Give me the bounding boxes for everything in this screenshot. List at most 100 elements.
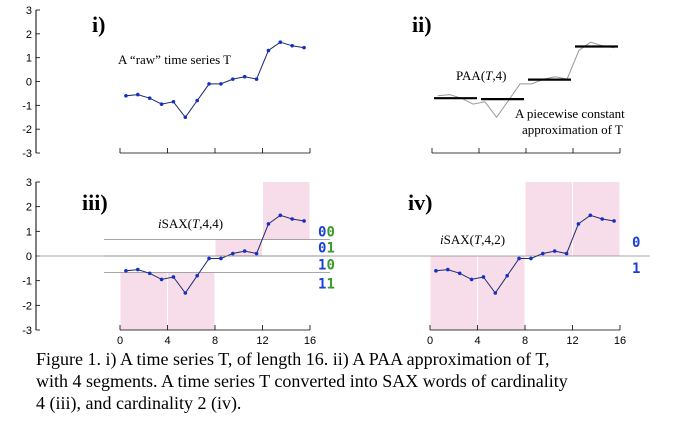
isax-4-4-data-point <box>290 217 294 221</box>
isax-4-2-data-point <box>481 275 486 279</box>
raw-data-point <box>266 48 271 53</box>
isax-4-2-data-point <box>457 271 462 276</box>
raw-data-point <box>278 40 283 44</box>
raw-series-line <box>125 41 305 119</box>
panel-i-y-tick-label: -1 <box>22 100 32 112</box>
panel-iii-y-tick-label: 3 <box>26 177 32 189</box>
raw-data-point <box>136 92 140 97</box>
isax-4-2-data-point <box>600 217 604 221</box>
panel-iv-x-tick-label: 8 <box>522 335 528 347</box>
isax-4-4-shaded-region <box>263 182 310 240</box>
panel-iv-x-tick-label: 0 <box>427 335 433 347</box>
raw-data-point <box>242 74 247 79</box>
caption-line-2: with 4 segments. A time series T convert… <box>36 371 568 391</box>
panel-ii: ii) PAA(T,4) A piecewise constant approx… <box>412 12 625 154</box>
isax-4-2-data-point <box>493 291 498 295</box>
isax-4-2-data-point <box>588 213 593 218</box>
panel-iv: iv) iSAX(T,4,2) 01 0 4 8 12 16 <box>37 182 650 347</box>
panel-iv-x-tick-label: 12 <box>566 335 578 347</box>
isax-4-4-data-point <box>242 249 247 253</box>
panel-iii-y-tick-label: -2 <box>22 300 32 312</box>
panel-iii-y-tick-label: 0 <box>26 251 32 263</box>
caption-line-1: Figure 1. i) A time series T, of length … <box>36 349 550 369</box>
isax-4-2-data-point <box>529 256 533 261</box>
panel-i-y-tick-label: 1 <box>26 53 32 65</box>
panel-iii-x-tick-label: 12 <box>256 335 268 347</box>
isax-4-2-data-point <box>469 277 474 282</box>
isax-4-2-series-line <box>435 214 615 294</box>
raw-data-point <box>302 45 306 50</box>
isax-4-2-data-point <box>576 222 581 226</box>
isax-4-4-shaded-region <box>120 272 167 330</box>
panel-i-y-tick-label: -2 <box>22 124 32 136</box>
isax-4-4-data-point <box>171 275 176 279</box>
raw-data-point <box>124 94 128 98</box>
figure-caption: Figure 1. i) A time series T, of length … <box>36 348 686 414</box>
isax-4-2-data-point <box>446 267 450 272</box>
isax-4-4-data-point <box>124 269 128 273</box>
raw-series-annotation: A “raw” time series T <box>118 52 231 67</box>
panel-iii-y-tick-label: -1 <box>22 276 32 288</box>
isax-4-4-data-point <box>147 271 152 276</box>
raw-data-point <box>219 82 223 86</box>
isax-code-4-4: 01 <box>318 241 335 257</box>
raw-data-point <box>147 96 152 100</box>
raw-data-point <box>159 102 164 106</box>
isax-4-4-data-point <box>195 273 199 278</box>
panel-i-y-tick-label: 2 <box>26 29 32 41</box>
panel-iv-x-tick-label: 16 <box>614 335 626 347</box>
isax-4-4-data-point <box>207 256 211 261</box>
panel-iii-y-tick-label: 2 <box>26 202 32 214</box>
panel-ii-label: ii) <box>412 12 432 37</box>
isax-4-2-shaded-region <box>478 256 525 330</box>
panel-iii-label: iii) <box>82 190 108 215</box>
panel-i-label: i) <box>92 12 105 37</box>
isax-4-4-data-point <box>219 256 223 261</box>
paa-note-line2: approximation of T <box>522 122 623 137</box>
paa-note-line1: A piecewise constant <box>515 106 625 121</box>
isax-4-4-data-point <box>254 251 259 256</box>
isax-4-4-data-point <box>266 222 271 226</box>
isax-4-2-data-point <box>541 251 545 256</box>
raw-data-point <box>171 99 176 104</box>
isax-4-2-annotation: iSAX(T,4,2) <box>440 232 505 247</box>
panel-iv-x-tick-label: 4 <box>474 335 480 347</box>
caption-line-3: 4 (iii), and cardinality 2 (iv). <box>36 393 242 413</box>
panel-i-y-tick-label: 3 <box>26 5 32 17</box>
isax-code-4-4: 10 <box>318 257 335 273</box>
isax-code-4-2: 0 <box>632 235 640 251</box>
isax-4-4-annotation: iSAX(T,4,4) <box>158 216 223 231</box>
isax-4-2-data-point <box>612 219 616 223</box>
isax-4-2-shaded-region <box>430 256 477 330</box>
isax-4-4-data-point <box>159 277 164 282</box>
panel-iii-x-tick-label: 0 <box>117 335 123 347</box>
isax-4-2-shaded-region <box>525 182 572 256</box>
isax-code-4-4: 11 <box>318 277 335 293</box>
panel-iii-y-tick-label: 1 <box>26 226 32 238</box>
isax-4-4-data-point <box>183 291 188 295</box>
raw-data-point <box>254 77 259 81</box>
panel-iii-x-tick-label: 8 <box>212 335 218 347</box>
raw-data-point <box>195 98 199 103</box>
panel-iv-label: iv) <box>408 190 432 215</box>
panel-iii-x-tick-label: 16 <box>304 335 316 347</box>
isax-4-4-data-point <box>136 267 140 272</box>
isax-code-4-4: 00 <box>318 224 335 240</box>
paa-annotation: PAA(T,4) <box>456 68 506 83</box>
panel-i-y-tick-label: 0 <box>26 77 32 89</box>
isax-4-4-data-point <box>302 219 306 223</box>
panel-i: -3 -2 -1 0 1 2 3 i) A “raw” time series T <box>22 5 311 160</box>
isax-4-4-shaded-region <box>168 272 215 330</box>
raw-data-point <box>290 43 294 48</box>
isax-4-2-shaded-region <box>573 182 620 256</box>
isax-code-4-2: 1 <box>632 261 640 277</box>
isax-4-4-series-line <box>125 214 305 294</box>
isax-4-2-data-point <box>552 249 557 253</box>
isax-4-4-data-point <box>231 251 235 256</box>
raw-data-point <box>207 82 211 86</box>
raw-data-point <box>183 115 188 120</box>
isax-4-2-data-point <box>517 256 521 261</box>
isax-4-4-data-point <box>278 213 283 218</box>
